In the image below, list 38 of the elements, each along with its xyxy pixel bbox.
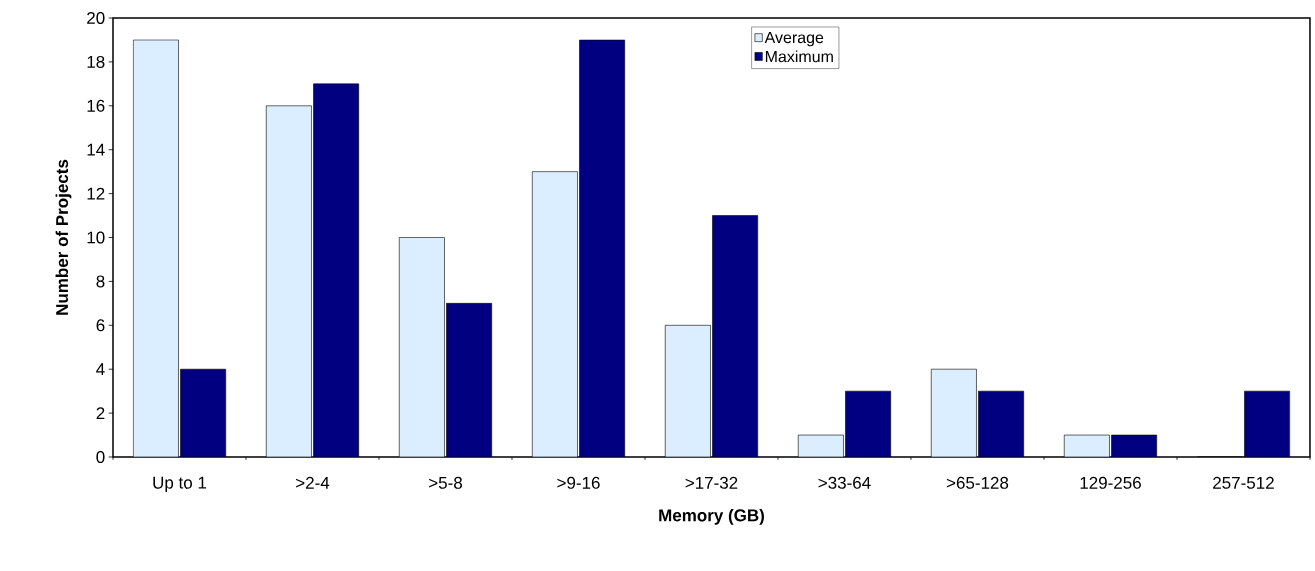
bar	[446, 303, 492, 457]
y-tick-label: 20	[87, 11, 105, 25]
x-tick-label: >65-128	[946, 476, 1009, 489]
bar	[399, 237, 445, 457]
bar	[931, 369, 977, 457]
bar	[579, 39, 625, 457]
x-tick-label: >17-32	[685, 476, 738, 489]
x-axis-title: Memory (GB)	[659, 508, 764, 525]
bar	[180, 369, 226, 457]
bar	[1244, 390, 1290, 457]
y-tick-label: 16	[87, 99, 105, 112]
y-tick-label: 14	[87, 143, 105, 156]
legend-label: Maximum	[765, 50, 833, 63]
bar	[133, 39, 179, 457]
bar	[532, 171, 578, 457]
x-tick-label: >5-8	[429, 476, 462, 489]
y-axis-title: Number of Projects	[55, 159, 72, 315]
y-tick-label: 8	[96, 275, 105, 288]
y-tick-label: 10	[87, 231, 105, 244]
y-tick-label: 6	[96, 319, 105, 332]
bar	[266, 105, 312, 457]
y-tick-label: 0	[96, 450, 105, 464]
bar	[978, 391, 1024, 457]
x-tick-label: 129-256	[1080, 476, 1141, 489]
bar	[712, 215, 758, 457]
x-tick-label: 257-512	[1213, 476, 1274, 489]
x-tick-label: >33-64	[818, 476, 871, 489]
bar	[845, 391, 891, 457]
y-tick-label: 12	[87, 187, 105, 200]
bar	[665, 325, 711, 457]
x-tick-label: >2-4	[296, 476, 330, 489]
bar	[313, 83, 359, 457]
y-tick-label: 4	[96, 363, 105, 376]
x-tick-label: >9-16	[557, 476, 600, 489]
y-tick-label: 2	[96, 407, 105, 420]
x-tick-label: Up to 1	[153, 476, 207, 493]
y-tick-label: 18	[87, 55, 105, 68]
legend-label: Average	[764, 31, 824, 47]
